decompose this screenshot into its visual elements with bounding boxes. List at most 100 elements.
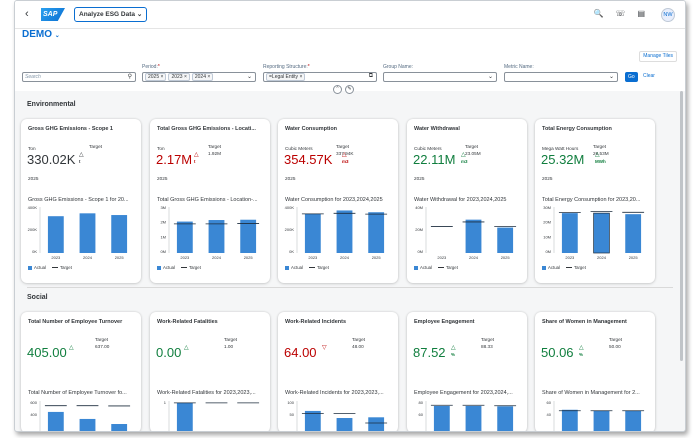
kpi-card[interactable]: Employee Engagement Target 88.33 87.52 △… bbox=[407, 312, 527, 432]
kpi-card[interactable]: Gross GHG Emissions - Scope 1 Ton Target… bbox=[21, 119, 141, 283]
search-icon[interactable]: ⚲ bbox=[127, 74, 132, 80]
filter-bar: DEMO ⌄ Manage Tiles Period:* Reporting S… bbox=[15, 29, 685, 94]
pin-header-icon[interactable]: ✎ bbox=[345, 85, 354, 94]
x-tick-label: 2025 bbox=[629, 255, 639, 260]
period-token[interactable]: 2025 × bbox=[145, 73, 167, 81]
y-tick-label: 0M bbox=[545, 249, 551, 254]
legend-actual: Actual bbox=[157, 265, 175, 270]
actual-bar[interactable] bbox=[304, 410, 321, 432]
manage-tiles-button[interactable]: Manage Tiles bbox=[639, 51, 677, 62]
structure-token[interactable]: =Legal Entity × bbox=[266, 73, 306, 81]
actual-bar[interactable] bbox=[561, 409, 578, 432]
actual-bar[interactable] bbox=[368, 212, 385, 253]
clear-button[interactable]: Clear bbox=[643, 73, 655, 79]
actual-bar[interactable] bbox=[433, 405, 450, 432]
period-token[interactable]: 2024 × bbox=[191, 73, 214, 81]
chevron-down-icon[interactable]: ⌄ bbox=[487, 74, 493, 80]
kpi-card[interactable]: Total Energy Consumption Mega Watt Hours… bbox=[535, 119, 655, 283]
x-tick-label: 2023 bbox=[180, 255, 190, 260]
bar-chart[interactable]: 400K 200K 0K 2023 2024 2025 bbox=[23, 204, 139, 262]
bar-chart[interactable]: 80 60 bbox=[409, 398, 525, 432]
actual-bar[interactable] bbox=[497, 227, 514, 253]
actual-bar[interactable] bbox=[47, 216, 64, 253]
search-input[interactable]: Search ⚲ bbox=[22, 72, 136, 82]
notifications-icon[interactable]: ▤ bbox=[637, 9, 645, 18]
bar-chart[interactable]: 400K 200K 0K 2023 2024 2025 bbox=[280, 204, 396, 262]
period-token[interactable]: 2023 × bbox=[168, 73, 190, 81]
actual-bar[interactable] bbox=[304, 213, 321, 253]
chevron-down-icon[interactable]: ⌄ bbox=[608, 74, 614, 80]
kpi-card[interactable]: Work-Related Fatalities Target 1.00 0.00… bbox=[150, 312, 270, 432]
y-tick-label: 2M bbox=[160, 220, 166, 225]
actual-bar[interactable] bbox=[561, 213, 578, 253]
page-title[interactable]: DEMO ⌄ bbox=[22, 29, 60, 40]
actual-bar[interactable] bbox=[208, 220, 225, 253]
actual-bar[interactable] bbox=[465, 219, 482, 253]
period-input[interactable]: 2025 × 2023 × 2024 × ⌄ bbox=[142, 72, 256, 82]
headset-icon[interactable]: ☏ bbox=[615, 9, 626, 18]
go-button[interactable]: Go bbox=[625, 72, 638, 82]
actual-bar[interactable] bbox=[79, 213, 96, 253]
card-title: Employee Engagement bbox=[414, 319, 475, 325]
kpi-card[interactable]: Total Gross GHG Emissions - Locati... To… bbox=[150, 119, 270, 283]
trend-arrow-icon: △ m3 bbox=[461, 152, 468, 164]
x-tick-label: 2024 bbox=[340, 255, 350, 260]
actual-bar[interactable] bbox=[368, 417, 385, 432]
bar-chart[interactable]: 30M 20M 10M 0M 2023 2024 2025 bbox=[537, 204, 653, 262]
actual-bar[interactable] bbox=[336, 418, 353, 432]
bar-chart[interactable]: 60 40 bbox=[537, 398, 653, 432]
actual-bar[interactable] bbox=[111, 424, 128, 432]
group-input[interactable]: ⌄ bbox=[383, 72, 497, 82]
actual-bar[interactable] bbox=[176, 402, 193, 432]
sap-logo[interactable]: SAP bbox=[41, 8, 65, 21]
value-help-icon[interactable]: ⧉ bbox=[368, 73, 373, 79]
actual-bar[interactable] bbox=[465, 405, 482, 432]
bar-chart[interactable]: 40M 20M 0M 2023 2024 2025 bbox=[409, 204, 525, 262]
bar-chart[interactable]: 100 50 bbox=[280, 398, 396, 432]
kpi-card[interactable]: Water Withdrawal Cubic Meters Target 23.… bbox=[407, 119, 527, 283]
app-title-selector[interactable]: Analyze ESG Data ⌄ bbox=[74, 7, 148, 22]
chart-title: Work-Related Fatalities for 2023,2023,..… bbox=[157, 390, 256, 396]
value-unit: MWh bbox=[595, 159, 606, 164]
card-year: 2025 bbox=[542, 176, 553, 181]
kpi-card[interactable]: Work-Related Incidents Target 48.00 64.0… bbox=[278, 312, 398, 432]
kpi-card[interactable]: Share of Women in Management Target 50.0… bbox=[535, 312, 655, 432]
actual-bar[interactable] bbox=[593, 212, 610, 254]
y-tick-label: 40 bbox=[547, 412, 552, 417]
card-unit: Mega Watt Hours bbox=[542, 146, 579, 151]
y-tick-label: 1 bbox=[164, 400, 167, 405]
scrollbar[interactable] bbox=[680, 91, 683, 361]
card-title: Total Energy Consumption bbox=[542, 126, 612, 132]
actual-bar[interactable] bbox=[593, 410, 610, 432]
back-icon[interactable]: ‹ bbox=[25, 8, 29, 20]
actual-bar[interactable] bbox=[625, 410, 642, 432]
actual-bar[interactable] bbox=[176, 221, 193, 253]
bar-chart[interactable]: 1 bbox=[152, 398, 268, 432]
y-tick-label: 0M bbox=[417, 249, 423, 254]
actual-bar[interactable] bbox=[47, 411, 64, 432]
actual-bar[interactable] bbox=[497, 406, 514, 432]
search-icon[interactable]: 🔍 bbox=[593, 9, 604, 18]
actual-bar[interactable] bbox=[79, 418, 96, 432]
target-label: Target bbox=[609, 337, 623, 342]
chart-title: Share of Women in Management for 2... bbox=[542, 390, 640, 396]
chevron-down-icon[interactable]: ⌄ bbox=[246, 74, 252, 80]
kpi-card[interactable]: Total Number of Employee Turnover Target… bbox=[21, 312, 141, 432]
actual-bar[interactable] bbox=[240, 219, 257, 253]
chart-title: Water Consumption for 2023,2024,2025 bbox=[285, 197, 383, 203]
collapse-header-icon[interactable]: ⌃ bbox=[333, 85, 342, 94]
bar-chart[interactable]: 600 400 bbox=[23, 398, 139, 432]
actual-bar[interactable] bbox=[625, 214, 642, 253]
shell-actions: 🔍 ☏ ▤ bbox=[593, 9, 645, 18]
avatar[interactable]: NW bbox=[661, 8, 675, 22]
bar-chart[interactable]: 3M 2M 1M 0M 2023 2024 2025 bbox=[152, 204, 268, 262]
chart-legend: Actual Target bbox=[285, 265, 329, 270]
structure-input[interactable]: =Legal Entity × ⧉ bbox=[263, 72, 377, 82]
actual-bar[interactable] bbox=[336, 210, 353, 253]
chart-legend: Actual Target bbox=[28, 265, 72, 270]
kpi-card[interactable]: Water Consumption Cubic Meters Target 33… bbox=[278, 119, 398, 283]
metric-input[interactable]: ⌄ bbox=[504, 72, 618, 82]
period-label: Period:* bbox=[142, 64, 160, 70]
trend-arrow-icon: ▽ bbox=[322, 345, 327, 351]
actual-bar[interactable] bbox=[111, 215, 128, 253]
